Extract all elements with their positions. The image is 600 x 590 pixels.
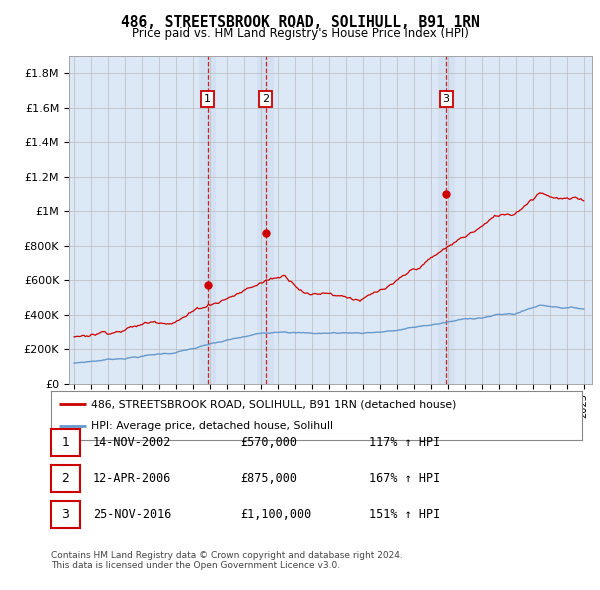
Bar [437, 56, 455, 384]
Text: 1: 1 [204, 94, 211, 104]
Text: Price paid vs. HM Land Registry's House Price Index (HPI): Price paid vs. HM Land Registry's House … [131, 27, 469, 40]
Bar [257, 56, 274, 384]
Text: 117% ↑ HPI: 117% ↑ HPI [369, 436, 440, 449]
Text: 151% ↑ HPI: 151% ↑ HPI [369, 508, 440, 521]
Text: Contains HM Land Registry data © Crown copyright and database right 2024.: Contains HM Land Registry data © Crown c… [51, 551, 403, 560]
Text: This data is licensed under the Open Government Licence v3.0.: This data is licensed under the Open Gov… [51, 560, 340, 570]
Bar [199, 56, 216, 384]
Text: £1,100,000: £1,100,000 [240, 508, 311, 521]
Text: 14-NOV-2002: 14-NOV-2002 [93, 436, 172, 449]
Text: £875,000: £875,000 [240, 472, 297, 485]
Text: 25-NOV-2016: 25-NOV-2016 [93, 508, 172, 521]
Text: 1: 1 [61, 436, 70, 449]
Text: 2: 2 [61, 472, 70, 485]
Text: HPI: Average price, detached house, Solihull: HPI: Average price, detached house, Soli… [91, 421, 333, 431]
Text: 486, STREETSBROOK ROAD, SOLIHULL, B91 1RN: 486, STREETSBROOK ROAD, SOLIHULL, B91 1R… [121, 15, 479, 30]
Text: 167% ↑ HPI: 167% ↑ HPI [369, 472, 440, 485]
Text: 486, STREETSBROOK ROAD, SOLIHULL, B91 1RN (detached house): 486, STREETSBROOK ROAD, SOLIHULL, B91 1R… [91, 399, 456, 409]
Text: 2: 2 [262, 94, 269, 104]
Text: 3: 3 [443, 94, 449, 104]
Text: 12-APR-2006: 12-APR-2006 [93, 472, 172, 485]
Text: £570,000: £570,000 [240, 436, 297, 449]
Text: 3: 3 [61, 508, 70, 521]
